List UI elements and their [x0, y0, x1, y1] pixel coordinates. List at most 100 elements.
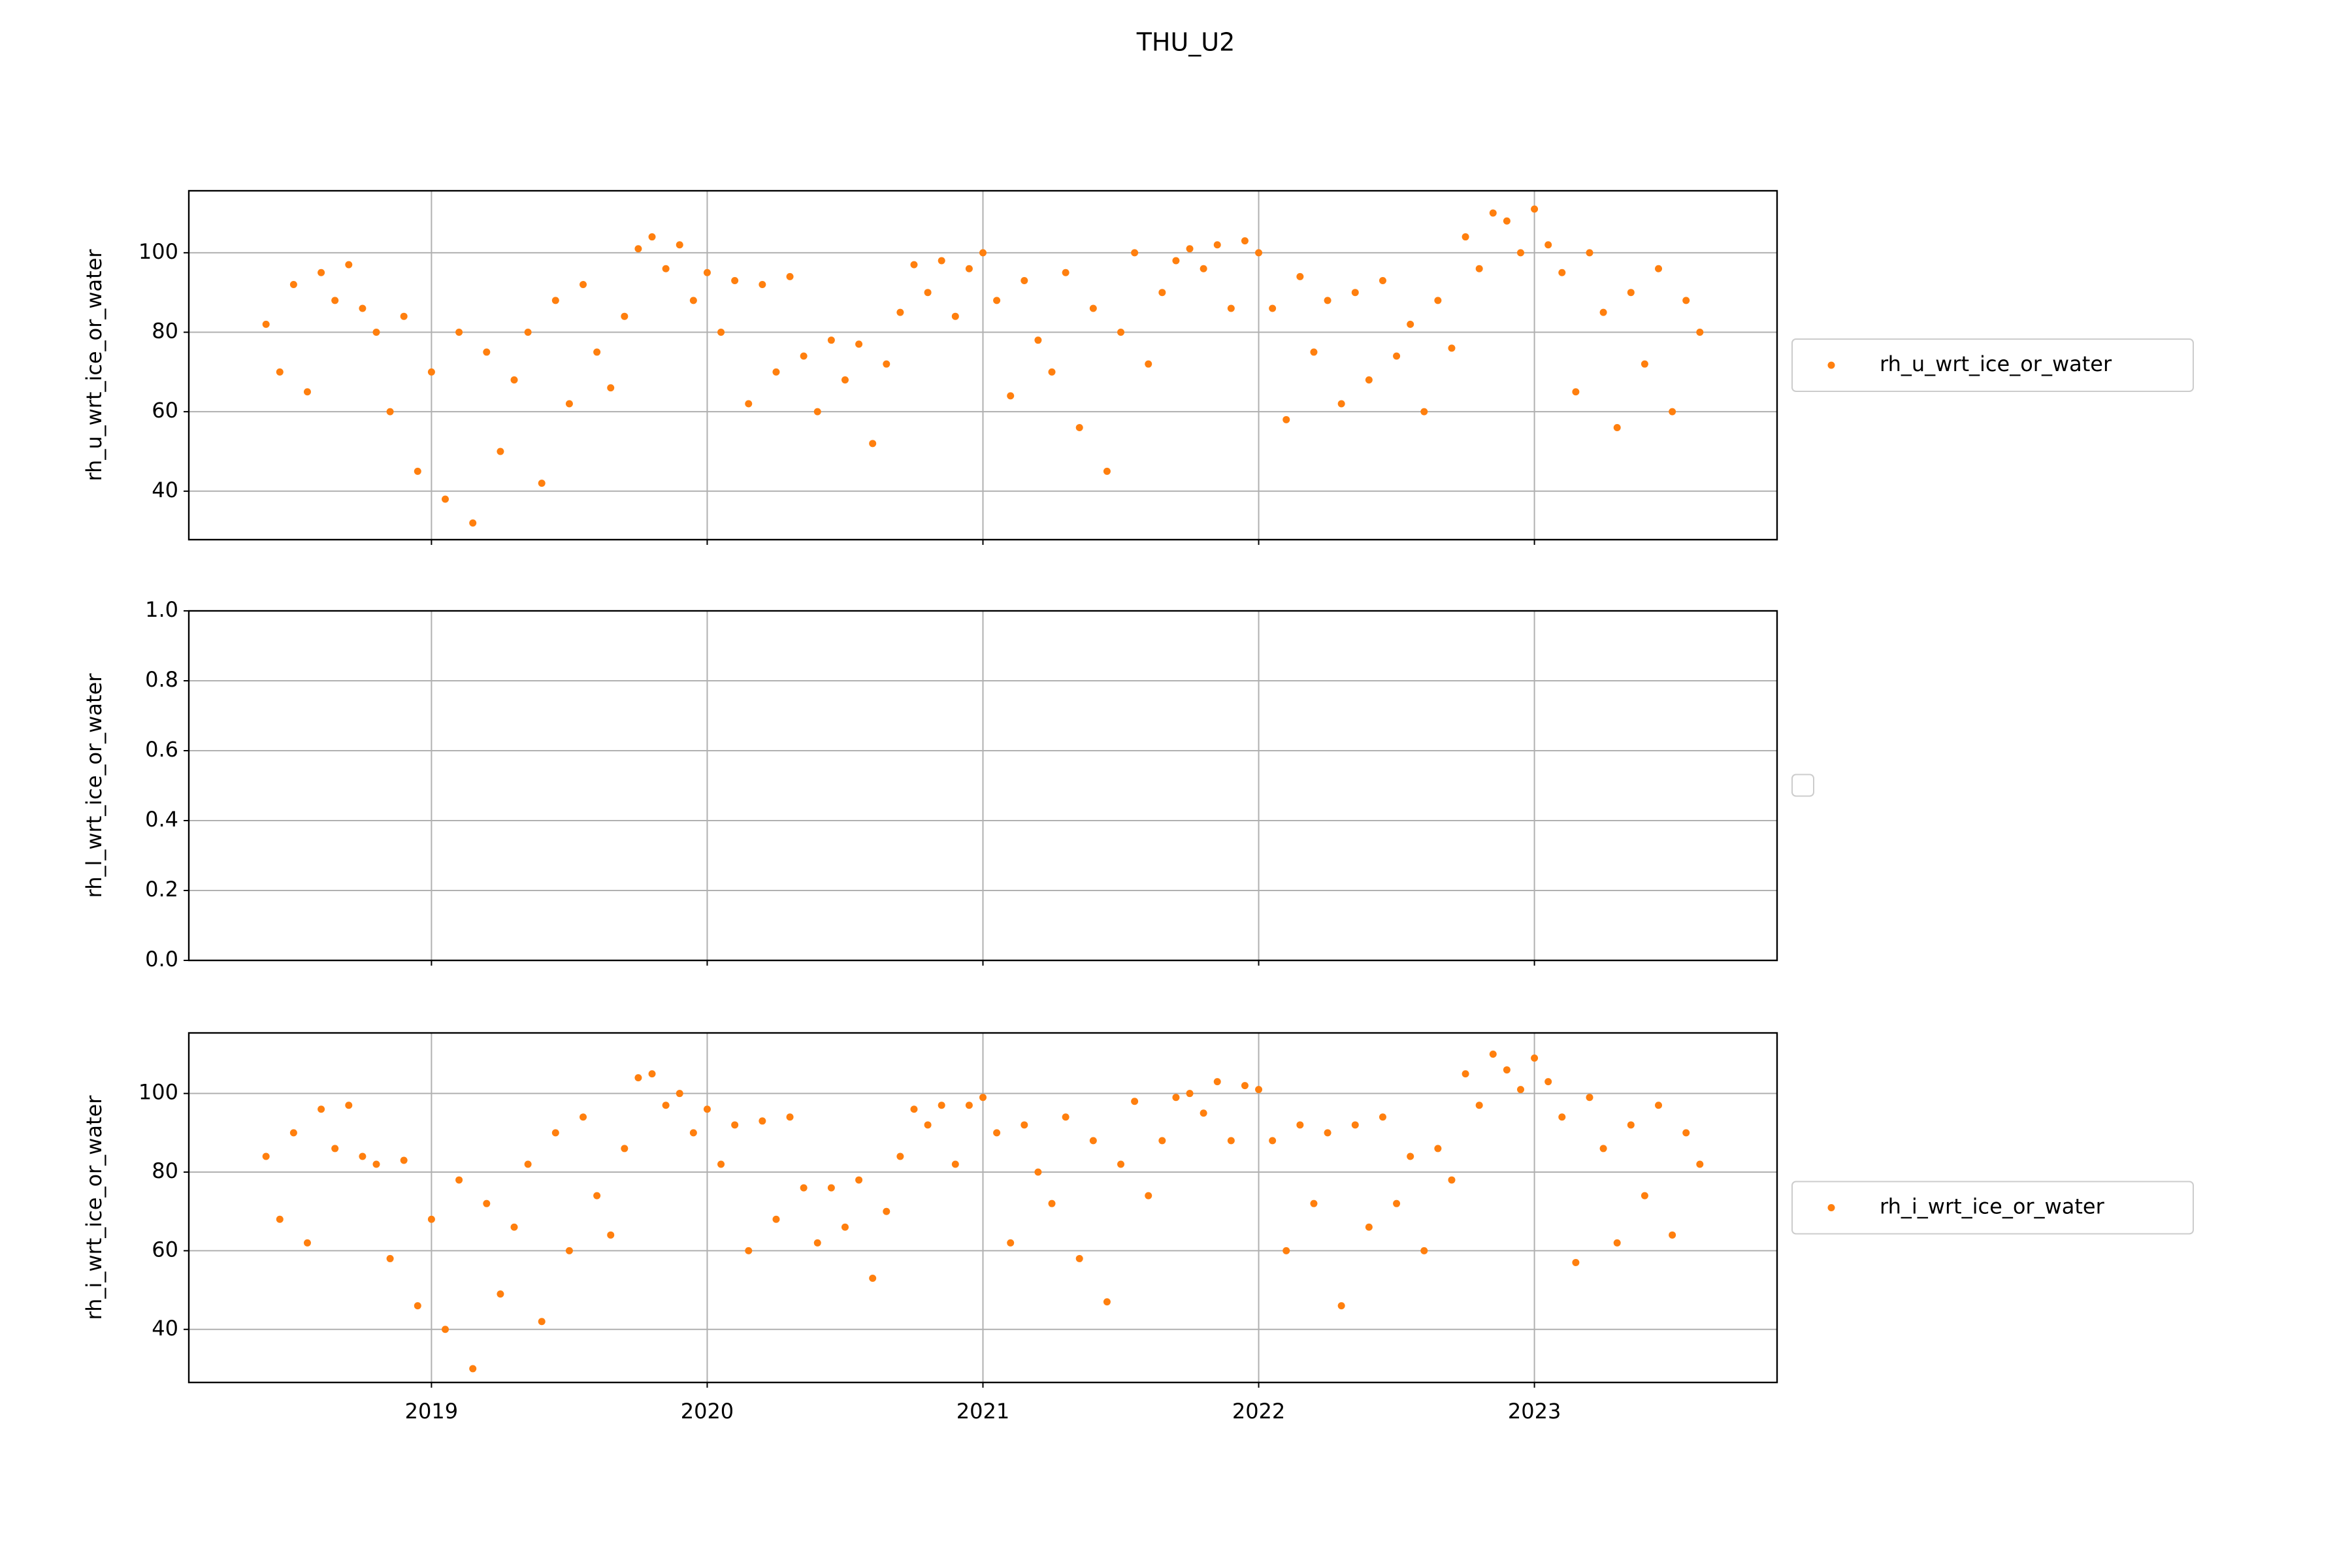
point — [565, 1247, 573, 1254]
point — [1669, 1231, 1676, 1239]
point — [855, 340, 863, 348]
point — [1641, 360, 1648, 368]
point — [1158, 1137, 1166, 1145]
point — [1586, 249, 1593, 257]
legend-frame — [1791, 338, 2194, 392]
point — [414, 467, 421, 475]
point — [621, 1145, 629, 1152]
point — [1172, 257, 1180, 265]
y-tick-label: 0.8 — [145, 667, 178, 692]
point — [1407, 320, 1414, 328]
point — [1599, 1145, 1607, 1152]
point — [703, 1105, 711, 1113]
point — [1034, 336, 1042, 344]
point — [607, 384, 615, 392]
point — [841, 1223, 849, 1231]
y-tick-label: 0.6 — [145, 737, 178, 762]
point — [1475, 1102, 1483, 1109]
point — [289, 281, 297, 289]
point — [1324, 1129, 1331, 1137]
point — [1379, 1113, 1386, 1121]
point — [551, 297, 559, 304]
x-tick-label: 2020 — [681, 1399, 734, 1424]
point — [331, 1145, 339, 1152]
point — [993, 297, 1001, 304]
point — [772, 368, 780, 376]
point — [1544, 1078, 1552, 1086]
point — [1021, 1121, 1028, 1129]
point — [800, 352, 808, 360]
point — [1393, 1200, 1401, 1207]
point — [1516, 1086, 1524, 1094]
point — [1586, 1094, 1593, 1102]
point — [745, 400, 753, 408]
point — [580, 1113, 587, 1121]
point — [1048, 1200, 1056, 1207]
point — [1048, 368, 1056, 376]
y-axis-label: rh_u_wrt_ice_or_water — [82, 249, 106, 482]
point — [1696, 329, 1704, 336]
point — [676, 241, 683, 249]
point — [1696, 1160, 1704, 1168]
point — [924, 1121, 932, 1129]
point — [538, 1318, 546, 1326]
point — [551, 1129, 559, 1137]
point — [1489, 209, 1497, 217]
point — [386, 1254, 394, 1262]
point — [1531, 1054, 1539, 1062]
y-tick-label: 80 — [152, 1158, 178, 1183]
point — [1296, 1121, 1304, 1129]
point — [703, 269, 711, 276]
point — [1365, 1223, 1373, 1231]
point — [538, 480, 546, 487]
y-tick-label: 0.4 — [145, 807, 178, 832]
point — [786, 1113, 794, 1121]
y-axis-label: rh_l_wrt_ice_or_water — [82, 673, 106, 898]
point — [1241, 1082, 1249, 1090]
point — [372, 1160, 380, 1168]
point — [1186, 245, 1194, 253]
axes-frame — [188, 189, 1778, 541]
point — [1448, 344, 1456, 352]
point — [1282, 416, 1290, 423]
point — [372, 329, 380, 336]
point — [1682, 297, 1690, 304]
point — [634, 1074, 642, 1082]
point — [1200, 1109, 1207, 1117]
point — [676, 1090, 683, 1098]
point — [1227, 304, 1235, 312]
point — [1241, 237, 1249, 245]
point — [662, 1102, 670, 1109]
point — [303, 388, 311, 396]
point — [1627, 1121, 1635, 1129]
point — [1103, 467, 1111, 475]
point — [896, 1152, 904, 1160]
point — [1462, 1070, 1469, 1078]
point — [483, 1200, 491, 1207]
point — [345, 1102, 353, 1109]
point — [1186, 1090, 1194, 1098]
point — [1655, 1102, 1663, 1109]
point — [717, 1160, 725, 1168]
point — [1075, 1254, 1083, 1262]
point — [648, 233, 656, 241]
point — [1007, 1239, 1015, 1247]
point — [855, 1176, 863, 1184]
point — [400, 1156, 408, 1164]
y-axis-label: rh_i_wrt_ice_or_water — [82, 1095, 106, 1320]
point — [621, 312, 629, 320]
x-tick-label: 2023 — [1508, 1399, 1561, 1424]
y-tick-label: 40 — [152, 478, 178, 502]
point — [524, 1160, 532, 1168]
point — [510, 1223, 518, 1231]
point — [1310, 348, 1318, 356]
y-tick-label: 40 — [152, 1316, 178, 1341]
point — [924, 289, 932, 297]
point — [813, 1239, 821, 1247]
point — [1682, 1129, 1690, 1137]
point — [827, 1184, 835, 1192]
point — [289, 1129, 297, 1137]
point — [414, 1302, 421, 1310]
